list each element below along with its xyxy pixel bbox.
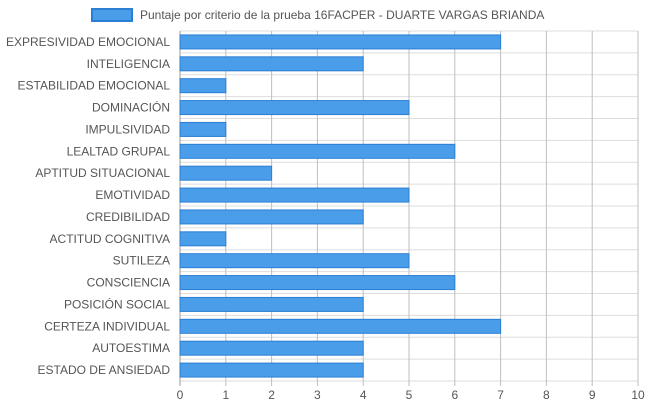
bar[interactable] <box>179 78 227 94</box>
x-tick-label: 1 <box>222 388 229 402</box>
category-label: LEALTAD GRUPAL <box>67 144 171 158</box>
bar[interactable] <box>179 253 410 269</box>
category-label: EXPRESIVIDAD EMOCIONAL <box>6 35 170 49</box>
category-label: AUTOESTIMA <box>92 341 170 355</box>
bars <box>179 34 502 378</box>
legend-label: Puntaje por criterio de la prueba 16FACP… <box>140 8 544 22</box>
category-label: ESTABILIDAD EMOCIONAL <box>18 79 171 93</box>
legend[interactable]: Puntaje por criterio de la prueba 16FACP… <box>91 8 544 22</box>
bar[interactable] <box>179 340 364 356</box>
bar[interactable] <box>179 231 227 247</box>
bar[interactable] <box>179 165 273 181</box>
bar[interactable] <box>179 56 364 72</box>
x-tick-label: 4 <box>360 388 367 402</box>
bar[interactable] <box>179 209 364 225</box>
bar[interactable] <box>179 275 456 291</box>
category-label: EMOTIVIDAD <box>95 188 170 202</box>
bar[interactable] <box>179 318 502 334</box>
x-tick-label: 8 <box>543 388 550 402</box>
category-label: SUTILEZA <box>113 254 170 268</box>
category-label: CONSCIENCIA <box>87 276 170 290</box>
category-labels: EXPRESIVIDAD EMOCIONAL INTELIGENCIA ESTABI… <box>6 35 170 377</box>
category-label: POSICIÓN SOCIAL <box>64 296 170 311</box>
x-tick-label: 6 <box>451 388 458 402</box>
legend-swatch <box>91 8 133 22</box>
bar[interactable] <box>179 296 364 312</box>
category-label: INTELIGENCIA <box>87 57 170 71</box>
category-label: DOMINACIÓN <box>92 100 170 115</box>
bar[interactable] <box>179 100 410 116</box>
category-label: IMPULSIVIDAD <box>85 122 170 136</box>
category-label: CREDIBILIDAD <box>86 210 170 224</box>
bar[interactable] <box>179 121 227 137</box>
category-label: APTITUD SITUACIONAL <box>35 166 170 180</box>
x-tick-label: 7 <box>497 388 504 402</box>
category-label: CERTEZA INDIVIDUAL <box>44 319 170 333</box>
category-label: ACTITUD COGNITIVA <box>50 232 170 246</box>
x-tick-label: 2 <box>268 388 275 402</box>
bar[interactable] <box>179 362 364 378</box>
bar[interactable] <box>179 143 456 159</box>
x-tick-labels: 0 1 2 3 4 5 6 7 8 9 10 <box>177 388 645 402</box>
x-tick-label: 10 <box>631 388 645 402</box>
x-tick-label: 0 <box>177 388 184 402</box>
x-tick-label: 9 <box>589 388 596 402</box>
bar[interactable] <box>179 34 502 50</box>
x-tick-label: 5 <box>406 388 413 402</box>
bar[interactable] <box>179 187 410 203</box>
x-tick-label: 3 <box>314 388 321 402</box>
category-label: ESTADO DE ANSIEDAD <box>38 363 171 377</box>
